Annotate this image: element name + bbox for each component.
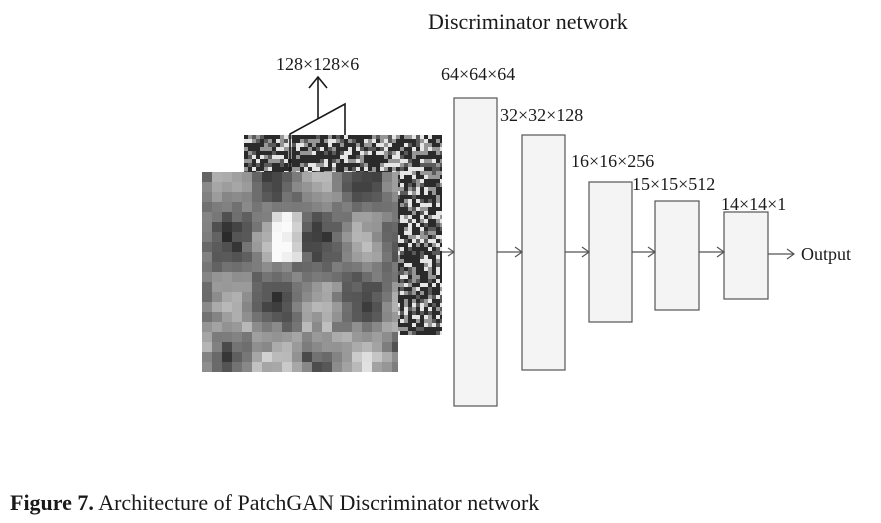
layer-block-2 — [521, 134, 566, 371]
layer-block-1 — [453, 97, 498, 407]
patchgan-diagram: Discriminator network 128×128×6 64×64×64… — [202, 9, 851, 407]
diagram-title: Discriminator network — [428, 9, 628, 34]
layer-block-3 — [588, 181, 633, 323]
arrow-layer1-to-layer2 — [497, 246, 524, 258]
figure-caption: Figure 7. Architecture of PatchGAN Discr… — [10, 490, 539, 516]
arrow-layer4-to-layer5 — [699, 246, 726, 258]
arrow-input-to-layer1 — [442, 247, 456, 257]
layer-label-3: 16×16×256 — [571, 151, 654, 171]
layer-block-4 — [654, 200, 700, 311]
arrow-layer2-to-layer3 — [565, 246, 591, 258]
input-image-front — [202, 172, 398, 372]
arrow-layer5-to-output — [768, 248, 796, 260]
layer-label-1: 64×64×64 — [441, 64, 515, 84]
layer-label-2: 32×32×128 — [500, 105, 583, 125]
patch-bracket — [289, 75, 346, 172]
arrow-layer3-to-layer4 — [632, 246, 657, 258]
caption-prefix: Figure 7. — [10, 490, 94, 515]
layer-label-4: 15×15×512 — [632, 174, 715, 194]
layer-block-5 — [723, 211, 769, 300]
caption-text: Architecture of PatchGAN Discriminator n… — [93, 490, 540, 515]
layer-label-5: 14×14×1 — [721, 194, 786, 214]
output-label: Output — [801, 244, 851, 264]
input-size-label: 128×128×6 — [276, 54, 359, 74]
